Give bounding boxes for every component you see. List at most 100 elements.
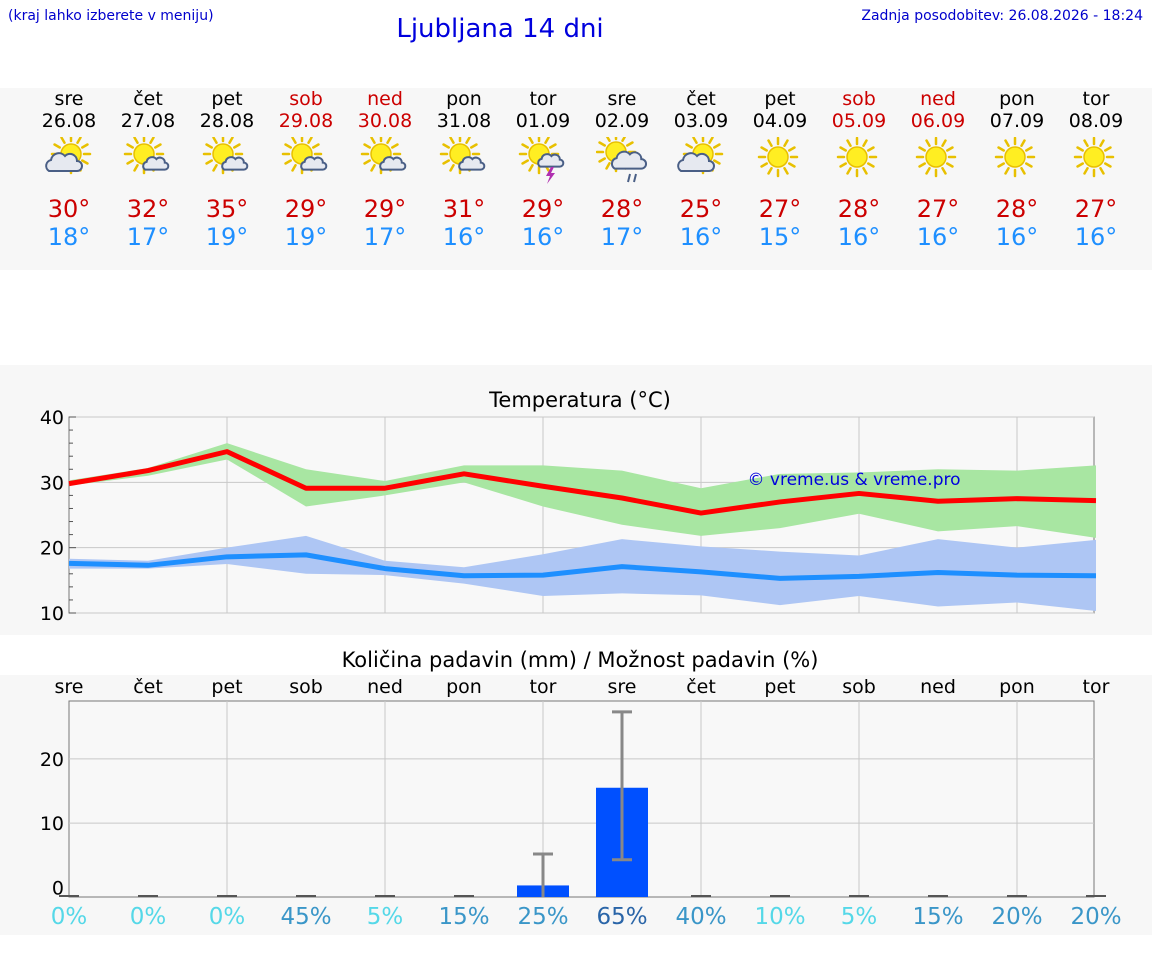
category-label: sre [55, 676, 84, 698]
precipitation-probability: 0% [208, 904, 246, 930]
category-label: sob [289, 676, 323, 698]
max-temperature: 28° [995, 195, 1039, 223]
precipitation-probability: 0% [50, 904, 88, 930]
y-tick-label: 10 [40, 813, 64, 835]
min-temperature: 16° [916, 223, 960, 251]
daily-forecast: sre 26.08 30° 18° čet 27.08 32° 17° pet 28.08 35° 1… [0, 88, 1152, 268]
sun-icon [994, 137, 1036, 178]
min-temperature: 16° [521, 223, 565, 251]
daily-forecast-band [0, 88, 1152, 270]
day-name: sob [842, 88, 876, 110]
sun-cloud-icon [677, 137, 724, 175]
day-column: pet 04.09 27° 15° [740, 88, 820, 251]
series-line [68, 449, 1097, 516]
min-temperature: 19° [205, 223, 249, 251]
precipitation-probability: 15% [912, 904, 964, 930]
temperature-chart-title: Temperatura (°C) [489, 388, 671, 412]
day-column: pon 07.09 28° 16° [977, 88, 1057, 251]
day-column: sob 05.09 28° 16° [819, 88, 899, 251]
category-label: pon [446, 676, 482, 698]
day-date: 26.08 [41, 110, 97, 132]
day-name: pet [764, 88, 796, 110]
min-temperature: 17° [600, 223, 644, 251]
day-column: tor 08.09 27° 16° [1056, 88, 1136, 251]
day-name: čet [686, 88, 716, 110]
max-temperature: 27° [1074, 195, 1118, 223]
max-temperature: 32° [126, 195, 170, 223]
precipitation-probability: 10% [754, 904, 806, 930]
day-date: 04.09 [752, 110, 808, 132]
precipitation-chart-title: Količina padavin (mm) / Možnost padavin … [341, 648, 819, 672]
category-label: sre [608, 676, 637, 698]
day-column: sre 02.09 28° 17° [582, 88, 662, 251]
sun-thunder-icon [518, 137, 565, 184]
day-column: čet 27.08 32° 17° [108, 88, 188, 251]
max-temperature: 28° [837, 195, 881, 223]
max-temperature: 25° [679, 195, 723, 223]
plot-area [68, 700, 1095, 898]
sun-small-cloud-icon [202, 137, 249, 175]
series-line [68, 552, 1097, 581]
max-temperature: 30° [47, 195, 91, 223]
day-date: 06.09 [910, 110, 966, 132]
day-date: 29.08 [278, 110, 334, 132]
max-temperature: 31° [442, 195, 486, 223]
sun-small-cloud-icon [439, 137, 486, 175]
sun-icon [757, 137, 799, 178]
max-temperature: 27° [916, 195, 960, 223]
day-column: ned 30.08 29° 17° [345, 88, 425, 251]
min-temperature: 15° [758, 223, 802, 251]
y-tick-label: 30 [40, 472, 64, 494]
day-column: tor 01.09 29° 16° [503, 88, 583, 251]
precipitation-probability: 20% [991, 904, 1043, 930]
min-temperature: 16° [995, 223, 1039, 251]
max-temperature: 35° [205, 195, 249, 223]
day-name: čet [133, 88, 163, 110]
min-temperature: 16° [837, 223, 881, 251]
min-temperature: 18° [47, 223, 91, 251]
day-date: 28.08 [199, 110, 255, 132]
category-label: ned [920, 676, 956, 698]
max-temperature: 29° [521, 195, 565, 223]
day-date: 02.09 [594, 110, 650, 132]
precipitation-probability: 15% [438, 904, 490, 930]
day-date: 07.09 [989, 110, 1045, 132]
min-temperature: 19° [284, 223, 328, 251]
sun-icon [915, 137, 957, 178]
sun-small-cloud-icon [360, 137, 407, 175]
precipitation-probability: 45% [280, 904, 332, 930]
day-name: pet [211, 88, 243, 110]
day-column: pet 28.08 35° 19° [187, 88, 267, 251]
precipitation-probability: 20% [1070, 904, 1122, 930]
day-date: 31.08 [436, 110, 492, 132]
location-hint: (kraj lahko izberete v meniju) [8, 8, 214, 24]
category-label: pet [764, 676, 795, 698]
category-label: sob [842, 676, 876, 698]
precipitation-chart: sre čet pet sob ned pon tor sre čet pet sob ned pon t… [40, 676, 1110, 899]
precipitation-probability: 0% [129, 904, 167, 930]
day-date: 03.09 [673, 110, 729, 132]
category-label: pet [211, 676, 242, 698]
category-label: pon [999, 676, 1035, 698]
day-date: 08.09 [1068, 110, 1124, 132]
day-name: ned [367, 88, 403, 110]
day-name: sob [289, 88, 323, 110]
sun-small-cloud-icon [281, 137, 328, 175]
max-temperature: 29° [284, 195, 328, 223]
y-tick-label: 40 [40, 407, 64, 429]
day-name: ned [920, 88, 956, 110]
day-column: čet 03.09 25° 16° [661, 88, 741, 251]
y-tick-label: 20 [40, 749, 64, 771]
day-column: sob 29.08 29° 19° [266, 88, 346, 251]
y-tick-label: 20 [40, 538, 64, 560]
precipitation-probability: 25% [517, 904, 569, 930]
category-label: čet [133, 676, 163, 698]
sun-icon [1073, 137, 1115, 178]
min-temperature: 16° [679, 223, 723, 251]
day-name: tor [1082, 88, 1110, 110]
day-date: 05.09 [831, 110, 887, 132]
day-name: sre [607, 88, 637, 110]
min-temperature: 16° [1074, 223, 1118, 251]
day-date: 27.08 [120, 110, 176, 132]
max-temperature: 29° [363, 195, 407, 223]
